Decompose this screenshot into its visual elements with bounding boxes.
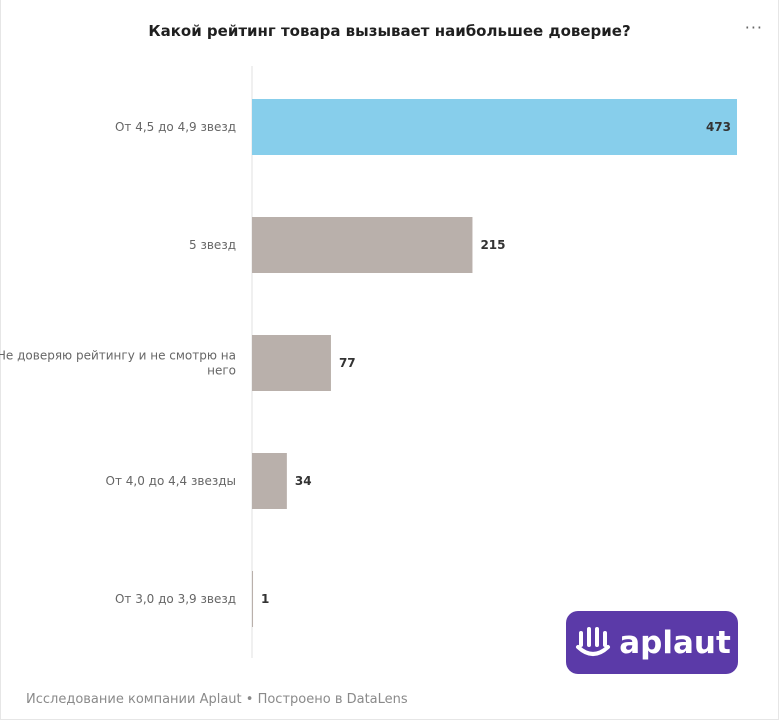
category-label-4: От 3,0 до 3,9 звезд (115, 592, 236, 606)
value-label-0: 473 (706, 120, 731, 134)
value-label-1: 215 (480, 238, 505, 252)
bar-2[interactable] (252, 335, 331, 391)
value-label-4: 1 (261, 592, 269, 606)
bar-4[interactable] (252, 571, 254, 627)
chart-title: Какой рейтинг товара вызывает наибольшее… (148, 22, 631, 40)
footer-caption: Исследование компании Aplaut • Построено… (26, 692, 408, 707)
aplaut-logo: aplaut (566, 611, 738, 674)
bar-chart: 473 От 4,5 до 4,9 звезд 215 5 звезд 77 Не дов… (0, 66, 737, 658)
value-label-3: 34 (295, 474, 312, 488)
category-label-0: От 4,5 до 4,9 звезд (115, 120, 236, 134)
hand-icon (576, 626, 611, 656)
category-label-2: Не доверяю рейтингу и не смотрю на него (0, 349, 236, 378)
bar-0[interactable] (252, 99, 737, 155)
bar-1[interactable] (252, 217, 473, 273)
bar-3[interactable] (252, 453, 287, 509)
value-label-2: 77 (339, 356, 356, 370)
category-label-3: От 4,0 до 4,4 звезды (106, 474, 237, 488)
category-label-1: 5 звезд (189, 238, 236, 252)
logo-text: aplaut (619, 624, 731, 661)
more-options-icon[interactable]: ··· (744, 18, 763, 37)
